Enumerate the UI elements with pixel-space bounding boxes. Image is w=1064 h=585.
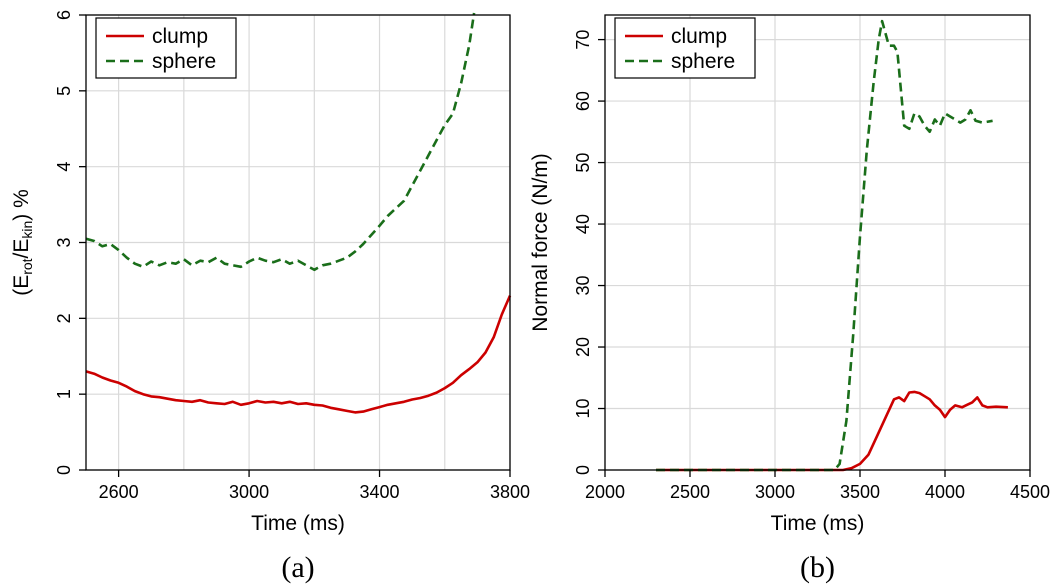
y-tick-label: 2 bbox=[54, 313, 74, 323]
panel-a-x-axis-title: Time (ms) bbox=[251, 512, 345, 535]
ylabel-sub-kin: kin bbox=[19, 221, 35, 239]
x-tick-label: 2500 bbox=[670, 482, 710, 502]
panel-a-grid bbox=[86, 14, 511, 471]
ylabel-sub-rot: rot bbox=[19, 258, 35, 274]
x-tick-label: 3800 bbox=[490, 482, 530, 502]
y-tick-label: 70 bbox=[573, 30, 593, 50]
y-tick-label: 10 bbox=[573, 398, 593, 418]
legend-label-clump: clump bbox=[671, 25, 727, 48]
panel-b-frame bbox=[604, 14, 1031, 471]
series-line-clump bbox=[85, 295, 512, 414]
panel-b-y-axis-title: Normal force (N/m) bbox=[529, 153, 552, 332]
panel-b-caption: (b) bbox=[800, 551, 835, 584]
panel-b: 2000 2500 3000 3500 4000 4500010203040506070 … bbox=[529, 14, 1050, 584]
y-tick-label: 4 bbox=[54, 162, 74, 172]
y-tick-label: 1 bbox=[54, 389, 74, 399]
y-tick-label: 5 bbox=[54, 86, 74, 96]
x-tick-label: 3500 bbox=[840, 482, 880, 502]
legend-label-sphere: sphere bbox=[671, 50, 735, 73]
legend-box bbox=[614, 17, 756, 79]
y-tick-label: 20 bbox=[573, 337, 593, 357]
panel-a-caption: (a) bbox=[281, 551, 314, 584]
series-line-clump bbox=[656, 390, 1008, 472]
x-tick-label: 3400 bbox=[360, 482, 400, 502]
ylabel-mid: /E bbox=[10, 239, 33, 259]
y-tick-label: 3 bbox=[54, 237, 74, 247]
legend-label-clump: clump bbox=[152, 25, 208, 48]
y-tick-label: 0 bbox=[573, 465, 593, 475]
x-tick-label: 3000 bbox=[229, 482, 269, 502]
ylabel-suffix: ) % bbox=[10, 189, 33, 221]
panel-a-y-axis-title: (Erot/Ekin) % bbox=[10, 189, 35, 296]
legend-box bbox=[95, 17, 237, 79]
y-tick-label: 0 bbox=[54, 465, 74, 475]
ylabel-prefix: (E bbox=[10, 275, 33, 296]
x-tick-label: 2000 bbox=[585, 482, 625, 502]
panel-a-series bbox=[85, 12, 512, 414]
x-tick-label: 3000 bbox=[755, 482, 795, 502]
y-tick-label: 6 bbox=[54, 10, 74, 20]
panel-b-x-axis-title: Time (ms) bbox=[771, 512, 865, 535]
y-tick-label: 50 bbox=[573, 153, 593, 173]
series-line-sphere bbox=[656, 19, 993, 472]
x-tick-label: 4500 bbox=[1010, 482, 1050, 502]
x-tick-label: 4000 bbox=[925, 482, 965, 502]
series-line-sphere bbox=[85, 12, 476, 272]
y-tick-label: 30 bbox=[573, 276, 593, 296]
legend-label-sphere: sphere bbox=[152, 50, 216, 73]
y-tick-label: 60 bbox=[573, 91, 593, 111]
x-tick-label: 2600 bbox=[99, 482, 139, 502]
panel-b-grid bbox=[604, 15, 1031, 471]
y-tick-label: 40 bbox=[573, 214, 593, 234]
panel-b-ticks: 2000 2500 3000 3500 4000 4500 0 10 20 30 40 50 60 70 bbox=[573, 30, 1050, 502]
panel-b-series bbox=[656, 19, 1008, 472]
panel-a-ticks: 2600 3000 3400 3800 0 1 2 3 4 5 6 bbox=[54, 10, 530, 502]
